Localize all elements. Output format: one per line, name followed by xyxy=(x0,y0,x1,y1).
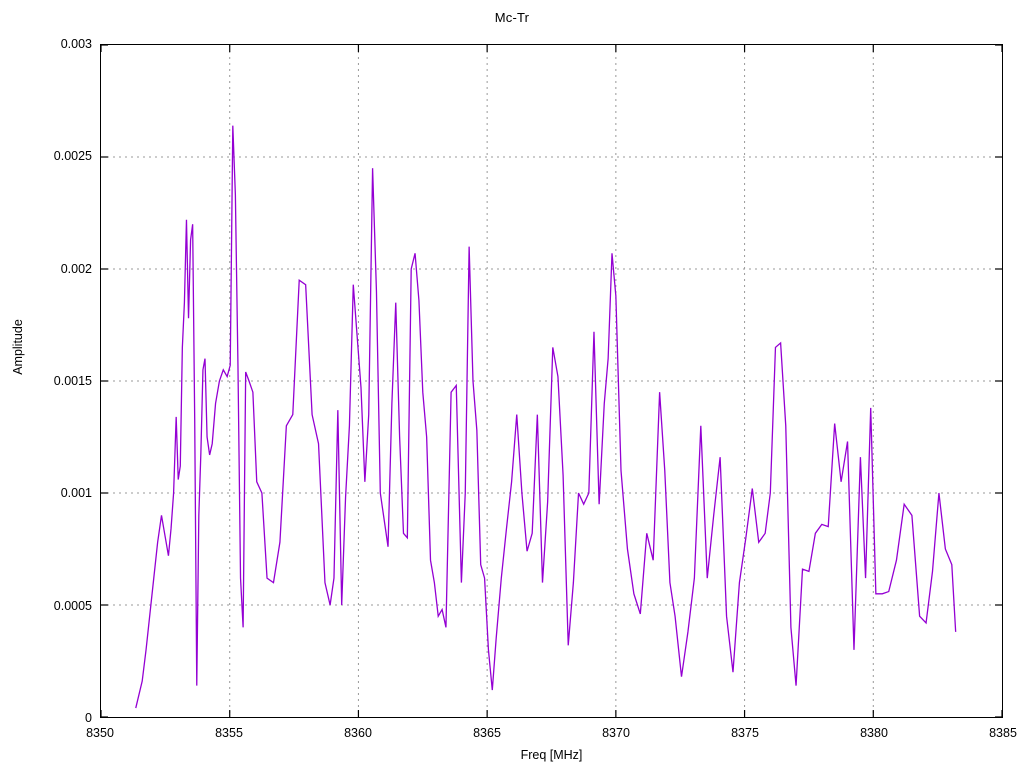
chart-title: Mc-Tr xyxy=(494,10,530,25)
x-tick-label: 8355 xyxy=(215,726,243,740)
x-tick-label: 8370 xyxy=(602,726,630,740)
y-tick-label: 0.0015 xyxy=(53,373,92,388)
x-axis-label: Freq [MHz] xyxy=(520,748,583,762)
series-line-mc-tr xyxy=(136,126,956,708)
y-axis-tick-labels: 0 0.0005 0.001 0.0015 0.002 0.0025 0.003 xyxy=(0,38,92,724)
x-axis-tick-labels: 8350 8355 8360 8365 8370 8375 8380 8385 xyxy=(86,726,1017,746)
grid-layer xyxy=(101,45,1002,717)
y-tick-label: 0.0025 xyxy=(53,149,92,164)
x-tick-label: 8360 xyxy=(344,726,372,740)
x-tick-label: 8385 xyxy=(989,726,1017,740)
x-tick-label: 8380 xyxy=(860,726,888,740)
data-series-line xyxy=(101,45,1002,717)
x-tick-label: 8350 xyxy=(86,726,114,740)
plot-area xyxy=(100,44,1003,718)
x-tick-label: 8375 xyxy=(731,726,759,740)
y-tick-label: 0.002 xyxy=(60,261,92,276)
y-tick-label: 0 xyxy=(85,710,92,725)
y-tick-label: 0.003 xyxy=(60,36,92,51)
y-tick-label: 0.0005 xyxy=(53,598,92,613)
x-tick-label: 8365 xyxy=(473,726,501,740)
y-axis-label: Amplitude xyxy=(11,319,25,375)
y-tick-label: 0.001 xyxy=(60,486,92,501)
